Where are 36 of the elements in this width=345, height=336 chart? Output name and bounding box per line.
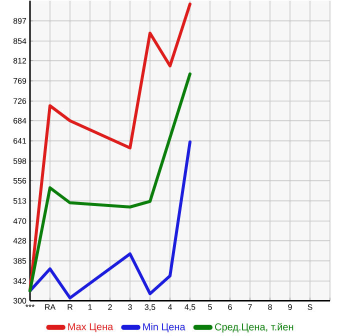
legend-label: Min Цена [143,323,186,332]
x-tick-label: 1 [88,304,92,310]
x-tick-label: 4,5 [184,304,196,311]
y-tick-label: 556 [13,178,26,184]
x-tick-label: R [68,304,73,310]
y-tick-label: 428 [13,238,26,244]
line-series [28,2,192,292]
y-tick-label: 726 [14,98,26,104]
y-tick-label: 769 [14,78,26,84]
legend-label: Сред.Цена, т.йен [215,323,294,333]
x-tick-label: 4 [168,304,172,310]
y-tick-label: 385 [13,258,26,264]
line-series [28,72,192,292]
y-tick-label: 342 [13,278,26,284]
y-tick-label: 513 [13,198,26,204]
x-tick-label: 5 [208,304,212,310]
y-tick-label: 854 [13,38,26,44]
y-tick-label: 812 [13,58,26,64]
y-tick-label: 897 [13,18,26,24]
y-tick-label: 641 [14,138,26,144]
x-tick-label: 3 [128,304,132,310]
x-tick-label: 2 [108,304,112,310]
line-series [28,140,192,300]
x-tick-label: RA [45,304,56,310]
y-tick-label: 684 [14,118,26,124]
x-tick-label: 3,5 [144,304,156,311]
x-tick-label: 9 [288,304,292,310]
x-tick-label: 7 [248,304,252,310]
y-tick-label: 300 [13,298,26,304]
legend-label: Max Цена [68,323,114,332]
x-tick-label: *** [25,304,35,308]
x-tick-label: 8 [268,304,272,310]
y-tick-label: 470 [13,218,26,224]
x-tick-label: 6 [228,304,232,310]
x-tick-label: S [308,304,312,310]
y-tick-label: 598 [13,158,26,164]
